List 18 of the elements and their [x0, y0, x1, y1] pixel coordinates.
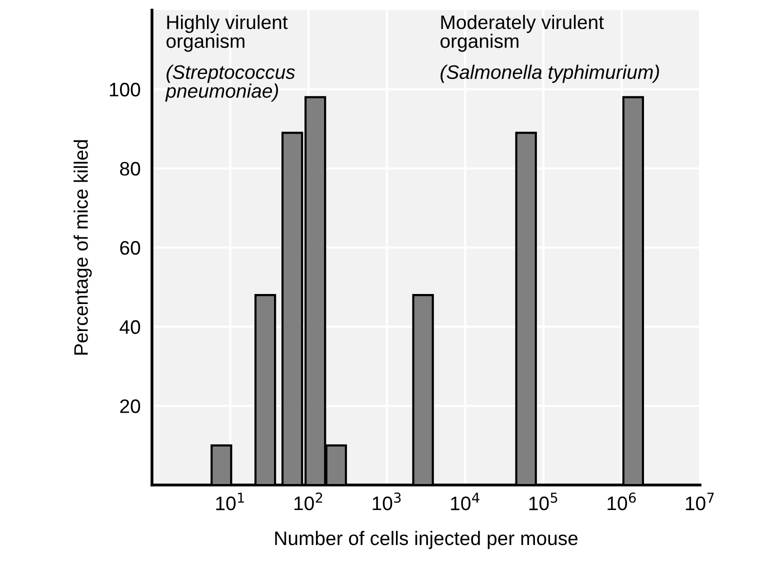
annotation: (Streptococcus pneumoniae): [165, 64, 295, 102]
y-tick-label: 100: [110, 82, 140, 96]
annotation: Highly virulent organism: [166, 14, 288, 52]
x-tick-label: 10$^{7}$: [686, 492, 714, 510]
x-tick-label: 10$^{5}$: [529, 492, 558, 510]
y-tick-label: 40: [120, 320, 140, 334]
x-tick-label: 10$^{2}$: [294, 492, 322, 510]
annotation: (Salmonella typhimurium): [440, 64, 659, 83]
annotation: Moderately virulent organism: [440, 14, 604, 52]
y-tick-label: 20: [120, 399, 140, 414]
y-axis-title: Percentage of mice killed: [74, 140, 92, 355]
x-tick-label: 10$^{4}$: [451, 492, 480, 510]
x-axis-title: Number of cells injected per mouse: [275, 530, 578, 550]
y-tick-label: 80: [120, 162, 140, 176]
x-tick-label: 10$^{1}$: [216, 492, 244, 510]
x-tick-label: 10$^{3}$: [372, 492, 401, 510]
x-tick-label: 10$^{6}$: [608, 492, 636, 510]
y-tick-label: 60: [120, 241, 140, 255]
